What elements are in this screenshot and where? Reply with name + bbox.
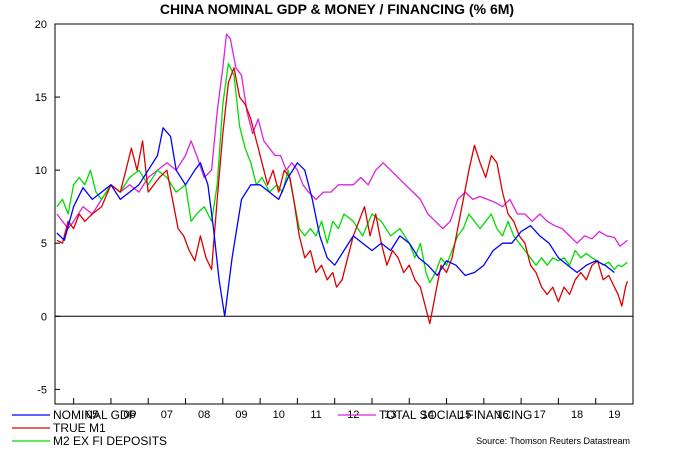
- legend-item-true-m1: TRUE M1: [12, 421, 106, 435]
- x-tick-label: 18: [571, 409, 583, 421]
- legend: NOMINAL GDP TRUE M1 M2 EX FI DEPOSITS TO…: [12, 408, 532, 448]
- x-tick-label: 10: [273, 409, 285, 421]
- x-tick-label: 09: [235, 409, 247, 421]
- x-tick-label: 07: [161, 409, 173, 421]
- y-tick-label: 0: [41, 311, 47, 323]
- plot-frame: [54, 23, 634, 405]
- series-line-m2-ex-fi-deposits: [56, 62, 628, 284]
- plot-lines: [55, 33, 633, 325]
- series-line-nominal-gdp: [56, 127, 615, 317]
- legend-item-m2-ex-fi-deposits: M2 EX FI DEPOSITS: [12, 434, 167, 448]
- series-line-total-social-financing: [56, 33, 628, 247]
- legend-label-total-social-financing: TOTAL SOCIAL FINANCING: [379, 408, 532, 422]
- y-tick-label: 15: [35, 92, 47, 104]
- x-tick-label: 13: [384, 409, 396, 421]
- chart-title: CHINA NOMINAL GDP & MONEY / FINANCING (%…: [160, 1, 514, 17]
- x-tick-label: 17: [534, 409, 546, 421]
- y-axis: 20 15 10 5 0 -5: [35, 19, 60, 396]
- y-tick-label: -5: [37, 384, 47, 396]
- x-axis: 05 06 07 08 09 10 11 12 13 14 15 16 17 18 19: [73, 398, 620, 421]
- x-tick-label: 11: [310, 409, 321, 421]
- legend-item-total-social-financing: TOTAL SOCIAL FINANCING: [338, 408, 532, 422]
- legend-label-nominal-gdp: NOMINAL GDP: [53, 408, 137, 422]
- y-tick-label: 5: [41, 238, 47, 250]
- source-note: Source: Thomson Reuters Datastream: [476, 436, 630, 446]
- x-tick-label: 19: [608, 409, 620, 421]
- x-tick-label: 08: [198, 409, 210, 421]
- series-line-true-m1: [56, 67, 629, 325]
- x-tick-label: 06: [123, 409, 135, 421]
- x-tick-label: 05: [86, 409, 98, 421]
- legend-item-nominal-gdp: NOMINAL GDP: [12, 408, 137, 422]
- x-tick-label: 15: [459, 409, 471, 421]
- x-tick-label: 16: [496, 409, 508, 421]
- legend-label-m2-ex-fi-deposits: M2 EX FI DEPOSITS: [53, 434, 167, 448]
- y-tick-label: 10: [35, 165, 47, 177]
- legend-label-true-m1: TRUE M1: [53, 421, 106, 435]
- y-tick-label: 20: [35, 19, 47, 31]
- x-tick-label: 14: [422, 409, 434, 421]
